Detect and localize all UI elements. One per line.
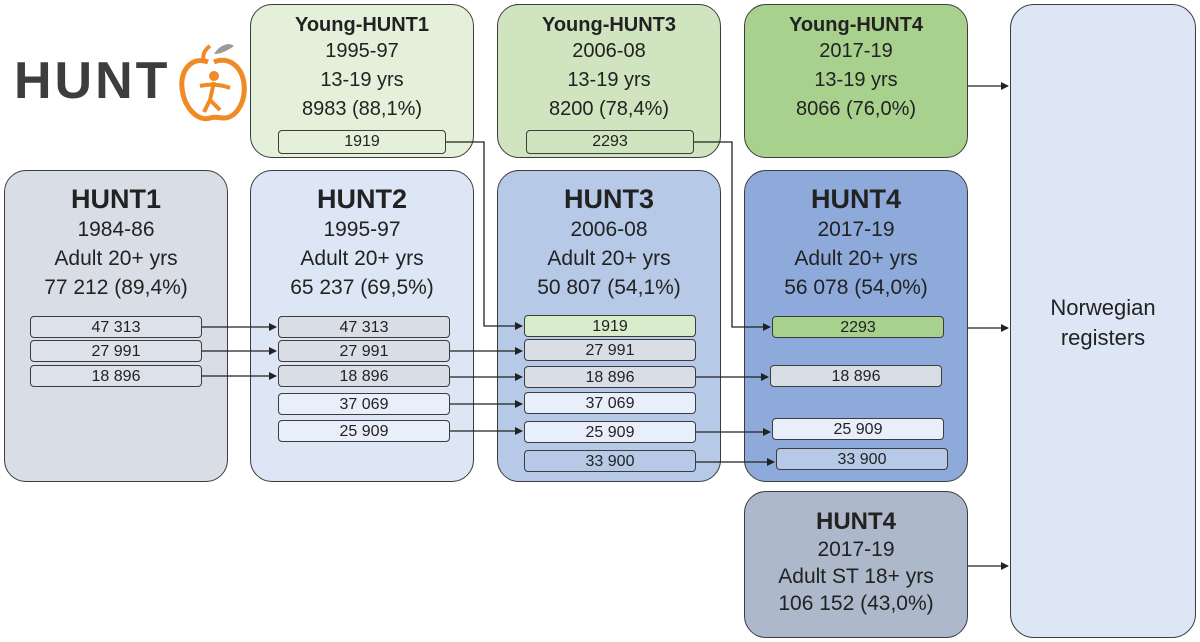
hunt4-age: Adult 20+ yrs xyxy=(794,247,918,270)
young-hunt1-period: 1995-97 xyxy=(325,40,399,62)
hunt2-cohort-box: 27 991 xyxy=(278,340,450,362)
arrow-young-hunt3-to-hunt4 xyxy=(694,141,771,331)
hunt2-age: Adult 20+ yrs xyxy=(300,247,424,270)
hunt3-cohort-box: 33 900 xyxy=(524,450,696,472)
arrow-young-hunt1-to-hunt3 xyxy=(446,141,523,330)
hunt2-title: HUNT2 xyxy=(316,184,407,214)
young-hunt4-n: 8066 (76,0%) xyxy=(795,98,917,120)
young-hunt4-period: 2017-19 xyxy=(819,40,893,62)
hunt2-cohort-box: 47 313 xyxy=(278,316,450,338)
hunt2-cohort-box: 37 069 xyxy=(278,393,450,415)
hunt4-title: HUNT4 xyxy=(810,184,901,214)
registers-label-line2: registers xyxy=(1060,325,1146,350)
young-hunt1-age: 13-19 yrs xyxy=(320,69,404,91)
young-hunt1-cohort-box: 1919 xyxy=(278,130,446,154)
hunt3-title: HUNT3 xyxy=(563,184,654,214)
hunt3-age: Adult 20+ yrs xyxy=(547,247,671,270)
hunt4-period: 2017-19 xyxy=(817,218,895,241)
hunt1-cohort-box: 27 991 xyxy=(30,340,202,362)
hunt-logo-text: HUNT xyxy=(14,52,171,110)
hunt3-cohort-box: 37 069 xyxy=(524,392,696,414)
hunt3-cohort-box: 18 896 xyxy=(524,366,696,388)
hunt-logo-apple-icon xyxy=(179,44,247,122)
hunt3-n: 50 807 (54,1%) xyxy=(537,276,681,299)
young-hunt3-cohort-box: 2293 xyxy=(526,130,694,154)
young-hunt3-title: Young-HUNT3 xyxy=(541,14,677,36)
hunt4-st-title: HUNT4 xyxy=(815,508,896,535)
hunt3-cohort-box: 27 991 xyxy=(524,339,696,361)
young-hunt1-title: Young-HUNT1 xyxy=(294,14,430,36)
hunt1-cohort-box: 18 896 xyxy=(30,365,202,387)
hunt3-period: 2006-08 xyxy=(570,218,648,241)
registers-label-line1: Norwegian xyxy=(1050,295,1156,320)
hunt1-n: 77 212 (89,4%) xyxy=(44,276,188,299)
hunt4-st-box: HUNT4 2017-19 Adult ST 18+ yrs 106 152 (… xyxy=(744,491,968,638)
hunt4-n: 56 078 (54,0%) xyxy=(784,276,928,299)
young-hunt4-title: Young-HUNT4 xyxy=(788,14,924,36)
hunt3-cohort-box: 25 909 xyxy=(524,421,696,443)
young-hunt3-n: 8200 (78,4%) xyxy=(548,98,670,120)
hunt2-cohort-box: 25 909 xyxy=(278,420,450,442)
hunt4-cohort-box: 33 900 xyxy=(776,448,948,470)
hunt1-period: 1984-86 xyxy=(77,218,155,241)
young-hunt3-age: 13-19 yrs xyxy=(567,69,651,91)
young-hunt3-period: 2006-08 xyxy=(572,40,646,62)
hunt2-cohort-box: 18 896 xyxy=(278,365,450,387)
young-hunt4-box: Young-HUNT4 2017-19 13-19 yrs 8066 (76,0… xyxy=(744,4,968,158)
hunt4-st-period: 2017-19 xyxy=(817,538,895,561)
hunt4-cohort-box: 25 909 xyxy=(772,418,944,440)
hunt4-st-age: Adult ST 18+ yrs xyxy=(778,565,934,588)
hunt4-st-n: 106 152 (43,0%) xyxy=(778,592,934,615)
hunt4-cohort-box: 2293 xyxy=(772,316,944,338)
hunt1-age: Adult 20+ yrs xyxy=(54,247,178,270)
hunt2-period: 1995-97 xyxy=(323,218,401,241)
hunt2-n: 65 237 (69,5%) xyxy=(290,276,434,299)
hunt4-cohort-box: 18 896 xyxy=(770,365,942,387)
hunt3-cohort-box: 1919 xyxy=(524,315,696,337)
hunt1-title: HUNT1 xyxy=(70,184,161,214)
norwegian-registers-box: Norwegian registers xyxy=(1010,4,1196,638)
hunt1-cohort-box: 47 313 xyxy=(30,316,202,338)
young-hunt4-age: 13-19 yrs xyxy=(814,69,898,91)
young-hunt1-n: 8983 (88,1%) xyxy=(301,98,423,120)
